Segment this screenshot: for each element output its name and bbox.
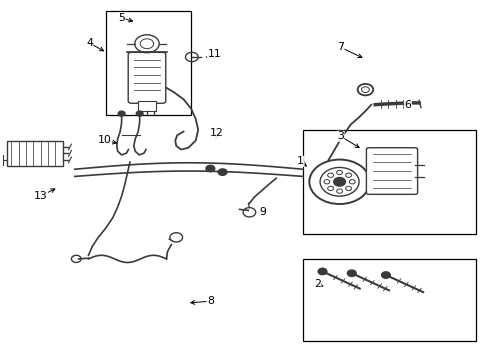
Bar: [6, 140, 62, 166]
Circle shape: [218, 169, 226, 175]
Circle shape: [381, 272, 389, 278]
Circle shape: [118, 111, 125, 116]
Circle shape: [333, 177, 345, 186]
Text: 8: 8: [206, 296, 213, 306]
Text: 6: 6: [404, 100, 410, 111]
Text: 12: 12: [209, 129, 223, 138]
FancyBboxPatch shape: [366, 148, 417, 194]
Bar: [105, 12, 190, 116]
Text: 5: 5: [118, 13, 125, 23]
Circle shape: [346, 270, 355, 276]
Text: 4: 4: [86, 38, 93, 48]
FancyBboxPatch shape: [128, 52, 165, 103]
Text: 7: 7: [336, 42, 343, 52]
Bar: [138, 101, 155, 111]
Text: 13: 13: [34, 191, 47, 201]
Text: 10: 10: [98, 135, 111, 145]
Circle shape: [136, 111, 143, 116]
Circle shape: [318, 268, 326, 275]
Text: 3: 3: [336, 131, 343, 141]
Bar: [303, 130, 475, 234]
Bar: [303, 259, 475, 341]
Circle shape: [205, 165, 214, 172]
Text: 11: 11: [207, 49, 221, 59]
Text: 9: 9: [259, 207, 266, 217]
Text: 1: 1: [297, 156, 304, 166]
Text: 2: 2: [314, 279, 321, 289]
